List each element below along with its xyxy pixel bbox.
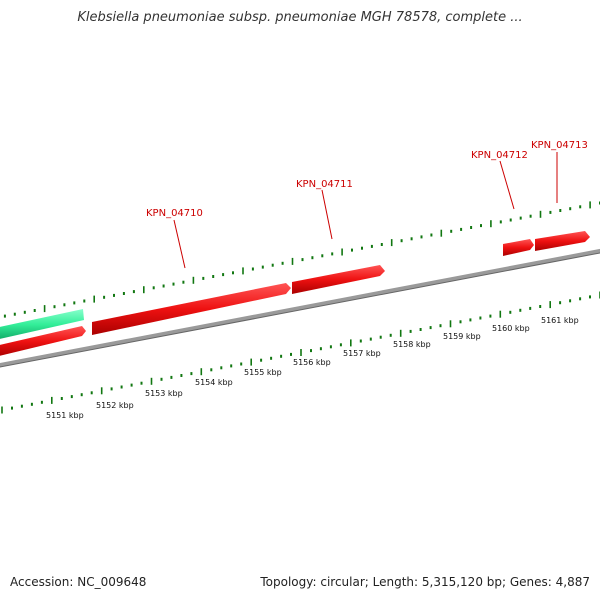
scale-label-5161: 5161 kbp (541, 316, 579, 325)
scale-label-5157: 5157 kbp (343, 349, 381, 358)
gene-label-kpn-04713[interactable]: KPN_04713 (531, 140, 588, 151)
accession-text: Accession: NC_009648 (10, 575, 147, 589)
scale-label-5152: 5152 kbp (96, 401, 134, 410)
gene-kpn-04710[interactable] (92, 283, 291, 335)
gene-kpn-04711[interactable] (292, 265, 385, 294)
gene-label-kpn-04712[interactable]: KPN_04712 (471, 150, 528, 161)
scale-label-5153: 5153 kbp (145, 389, 183, 398)
leader-kpn-04710 (173, 219, 186, 269)
map-title: Klebsiella pneumoniae subsp. pneumoniae … (77, 10, 523, 25)
gene-label-kpn-04710[interactable]: KPN_04710 (146, 208, 203, 219)
scale-label-5160: 5160 kbp (492, 324, 530, 333)
scale-label-5155: 5155 kbp (244, 368, 282, 377)
gene-lower-left[interactable] (0, 326, 86, 357)
genome-backbone (0, 248, 600, 368)
gene-label-kpn-04711[interactable]: KPN_04711 (296, 179, 353, 190)
scale-label-5151: 5151 kbp (46, 411, 84, 420)
genome-summary-text: Topology: circular; Length: 5,315,120 bp… (260, 575, 590, 589)
scale-label-5158: 5158 kbp (393, 340, 431, 349)
leader-kpn-04711 (321, 189, 333, 240)
gene-highlight[interactable] (0, 309, 84, 340)
scale-label-5159: 5159 kbp (443, 332, 481, 341)
lower-tick-row (1, 291, 600, 414)
scale-label-5154: 5154 kbp (195, 378, 233, 387)
genome-backbone-shadow (0, 252, 600, 368)
gene-kpn-04713[interactable] (535, 231, 590, 251)
leader-kpn-04712 (499, 160, 515, 210)
scale-label-5156: 5156 kbp (293, 358, 331, 367)
upper-tick-row (3, 201, 600, 318)
gene-kpn-04712[interactable] (503, 239, 534, 256)
